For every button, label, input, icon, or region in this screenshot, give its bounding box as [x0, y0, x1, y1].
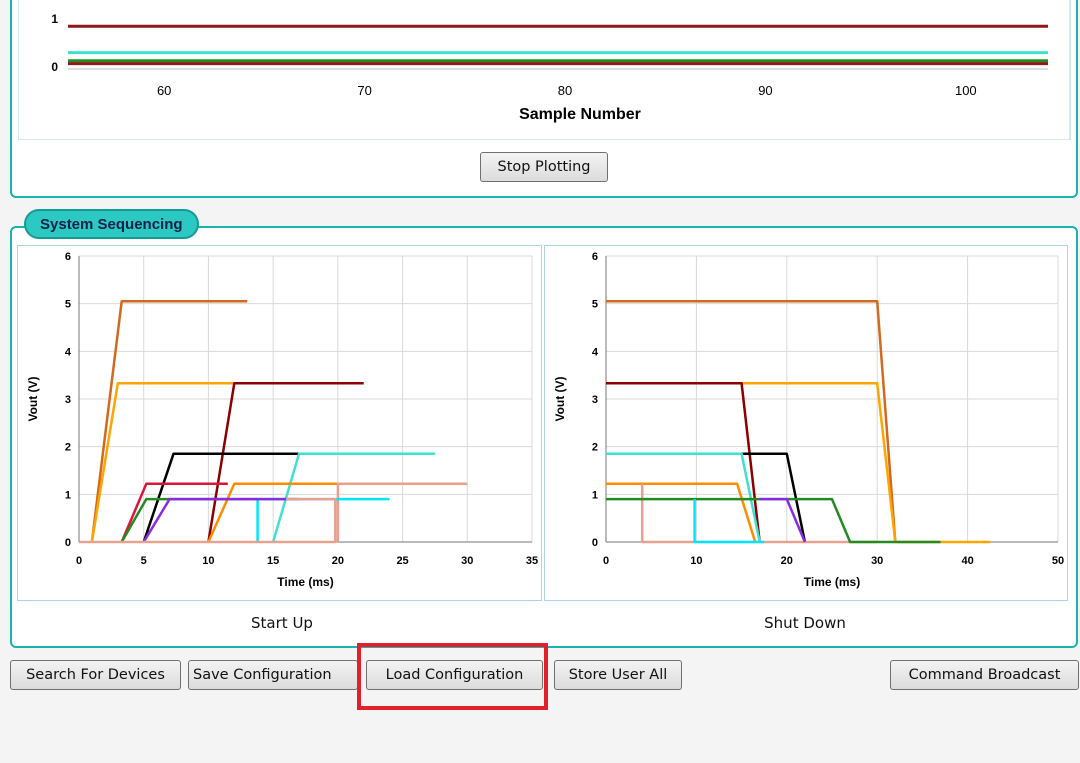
startup-x-tick-label: 35 [526, 555, 538, 567]
shutdown-series-line-8 [606, 497, 941, 544]
shutdown-y-tick-label: 2 [592, 442, 598, 454]
shutdown-y-tick-label: 3 [592, 394, 598, 406]
telemetry-x-tick-label: 80 [558, 83, 572, 98]
startup-series-line-2 [90, 382, 235, 543]
telemetry-chart-frame [18, 0, 1071, 140]
shutdown-series-line-1 [606, 300, 897, 543]
highlight-box [357, 643, 548, 710]
save-configuration-button[interactable]: Save Configuration [188, 660, 358, 690]
startup-series-line-12 [79, 497, 337, 544]
startup-series-line-8 [336, 482, 468, 542]
startup-x-tick-label: 10 [202, 555, 214, 567]
startup-y-tick-label: 1 [65, 489, 71, 501]
startup-x-axis-label: Time (ms) [277, 575, 333, 589]
startup-y-tick-label: 4 [65, 346, 72, 358]
shutdown-y-axis-label: Vout (V) [553, 376, 567, 421]
startup-series-line-5 [271, 452, 435, 543]
startup-x-tick-label: 20 [332, 555, 344, 567]
startup-series-line-7 [207, 482, 364, 543]
shutdown-series-line-7 [640, 483, 878, 544]
shutdown-series-line-4 [741, 452, 807, 543]
telemetry-plot-panel: 0 1 60 70 80 90 100 Sample Number Stop Plottin… [10, 0, 1078, 198]
startup-series-line-6 [120, 482, 228, 543]
shutdown-x-tick-label: 50 [1052, 555, 1064, 567]
telemetry-x-axis-label: Sample Number [519, 106, 641, 123]
system-sequencing-panel: 0 1 2 3 4 5 6 0 5 10 15 20 25 30 35 Time (ms) Vout (V) 0… [10, 226, 1078, 648]
startup-caption: Start Up [251, 614, 313, 632]
startup-x-tick-label: 0 [76, 555, 82, 567]
telemetry-y-tick-label: 0 [51, 60, 58, 74]
system-sequencing-title: System Sequencing [24, 209, 199, 239]
startup-series-line-11 [142, 497, 299, 543]
shutdown-x-tick-label: 20 [781, 555, 793, 567]
startup-series-line-1 [90, 300, 248, 543]
telemetry-chart: 0 1 60 70 80 90 100 Sample Number [18, 0, 1071, 140]
search-for-devices-button[interactable]: Search For Devices [10, 660, 181, 690]
store-user-all-button[interactable]: Store User All [554, 660, 682, 690]
startup-x-tick-label: 25 [396, 555, 408, 567]
telemetry-x-tick-label: 60 [157, 83, 171, 98]
startup-y-tick-label: 3 [65, 394, 71, 406]
shutdown-chart: 0 1 2 3 4 5 6 0 10 20 30 40 50 Time (ms) Vout (V) [544, 245, 1068, 601]
shutdown-x-tick-label: 30 [871, 555, 883, 567]
startup-y-tick-label: 0 [65, 537, 71, 549]
shutdown-x-axis-label: Time (ms) [804, 575, 860, 589]
load-configuration-button[interactable]: Load Configuration [366, 660, 543, 690]
shutdown-series-line-2 [741, 382, 991, 544]
startup-y-axis-label: Vout (V) [26, 376, 40, 421]
startup-x-tick-label: 5 [141, 555, 147, 567]
telemetry-y-tick-label: 1 [51, 12, 58, 26]
shutdown-series-line-9 [693, 499, 765, 544]
startup-chart-frame [17, 245, 542, 601]
startup-y-tick-label: 6 [65, 251, 71, 263]
startup-x-tick-label: 30 [461, 555, 473, 567]
telemetry-x-tick-label: 70 [357, 83, 371, 98]
startup-y-tick-label: 5 [65, 299, 71, 311]
shutdown-chart-frame [544, 245, 1068, 601]
telemetry-x-tick-label: 100 [955, 83, 977, 98]
shutdown-caption: Shut Down [764, 614, 846, 632]
command-broadcast-button[interactable]: Command Broadcast [890, 660, 1079, 690]
stop-plotting-button[interactable]: Stop Plotting [480, 152, 608, 182]
telemetry-x-tick-label: 90 [758, 83, 772, 98]
shutdown-series-line-10 [759, 497, 807, 543]
shutdown-y-tick-label: 5 [592, 299, 598, 311]
shutdown-x-tick-label: 0 [603, 555, 609, 567]
shutdown-y-tick-label: 6 [592, 251, 598, 263]
startup-series-line-4 [142, 452, 306, 543]
shutdown-series-line-6 [606, 482, 757, 543]
shutdown-y-tick-label: 1 [592, 489, 598, 501]
shutdown-x-tick-label: 40 [961, 555, 973, 567]
shutdown-series-line-3 [606, 382, 761, 543]
shutdown-y-tick-label: 0 [592, 537, 598, 549]
shutdown-x-tick-label: 10 [690, 555, 702, 567]
shutdown-series-line-5 [606, 452, 761, 543]
startup-y-tick-label: 2 [65, 442, 71, 454]
startup-chart: 0 1 2 3 4 5 6 0 5 10 15 20 25 30 35 Time (ms) Vout (V) [17, 245, 542, 601]
startup-x-tick-label: 15 [267, 555, 279, 567]
shutdown-y-tick-label: 4 [592, 346, 599, 358]
startup-series-line-3 [207, 382, 364, 543]
